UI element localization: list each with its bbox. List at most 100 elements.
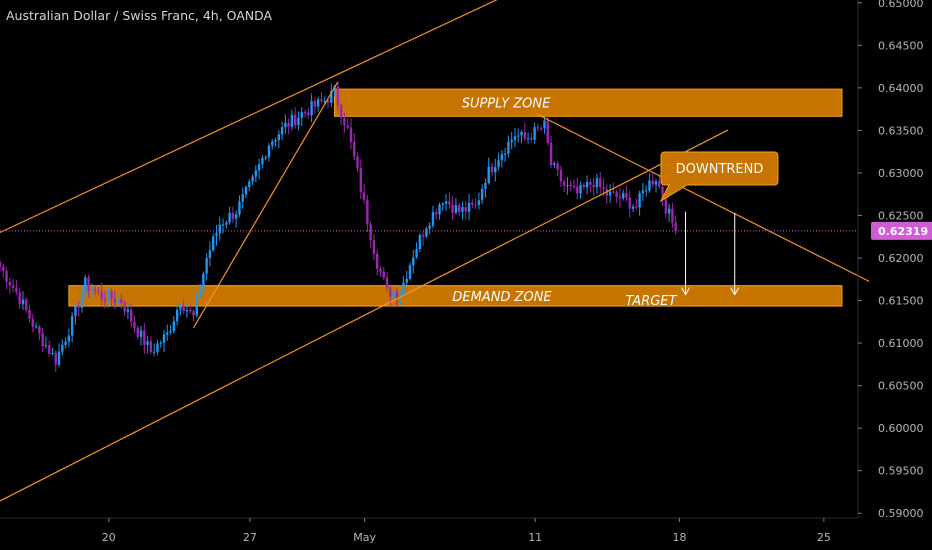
candle [261,155,264,169]
candle [2,263,5,278]
candle [192,309,195,321]
candle [34,322,38,329]
candle-body [195,296,198,316]
price-tick-label: 0.64000 [878,82,924,95]
candle-body [320,99,323,102]
candle [103,291,107,309]
candle [310,93,313,123]
candle [297,111,300,131]
downtrend-line[interactable] [537,114,870,282]
candle-body [569,185,572,187]
candle [15,279,18,296]
candle-body [661,186,664,200]
candle [307,107,310,119]
candle [362,183,366,205]
candle [11,279,15,293]
price-axis[interactable]: 0.59000 0.59500 0.60000 0.60500 0.61000 0.615… [857,0,924,520]
candle-body [274,140,277,142]
candle-body [556,163,559,170]
downtrend-callout[interactable]: DOWNTREND [659,151,779,203]
candle [385,271,389,291]
candle [54,350,57,373]
chart-title: Australian Dollar / Swiss Franc, 4h, OAN… [6,8,273,23]
candle-body [90,289,94,291]
demand-zone-box[interactable] [68,285,843,307]
candle-body [444,201,448,204]
candle [372,234,376,260]
candle [93,285,97,295]
candle [149,336,153,355]
candle [133,315,136,333]
candle [90,283,94,300]
candle-body [93,289,97,291]
candle [589,178,592,193]
candle [51,348,54,356]
target-arrow[interactable] [681,211,690,296]
target-arrow[interactable] [730,212,740,296]
candle [674,215,677,236]
candle-body [576,186,579,194]
candle-body [41,333,44,347]
candle-body [674,222,677,231]
candle-body [267,145,271,158]
candle-body [205,258,208,274]
candle [271,139,274,150]
candle-body [0,262,2,267]
candle [97,286,100,295]
candle-body [189,310,192,312]
time-tick-label: 20 [102,531,116,544]
supply-zone-box[interactable] [334,88,843,117]
candle-body [480,189,484,201]
candle [202,271,205,295]
candle-body [100,291,103,300]
candle-body [248,181,251,187]
candle-body [87,277,90,291]
candle-body [641,190,645,194]
candle-body [307,112,310,116]
candle-body [405,278,408,283]
candle-body [169,331,172,333]
candle [490,162,494,177]
candle [80,286,84,313]
candle-body [297,117,300,126]
candle [412,249,415,274]
candle [641,182,645,202]
candle [448,192,451,209]
candle [172,316,176,334]
channel-upper-line[interactable] [0,0,499,234]
candle-body [74,305,77,316]
candle-body [520,131,523,136]
candle [438,202,441,220]
candle [156,339,159,356]
time-axis[interactable]: 20 27 May 11 18 25 [0,517,858,544]
candle-body [543,120,546,129]
channel-lower-line[interactable] [0,129,729,502]
candle [336,81,340,111]
candle-body [389,287,392,297]
candle-body [179,306,182,310]
candle [280,121,284,141]
candle-body [152,351,156,353]
candle [566,176,569,195]
candle [254,164,258,183]
candle-body [84,277,87,294]
candle [664,196,668,218]
candle-body [431,212,435,226]
candle-body [80,293,84,308]
candle-body [477,200,481,206]
rally-trendline[interactable] [193,81,339,329]
candle-body [517,135,520,137]
candle-body [277,134,280,141]
price-tick-label: 0.62500 [878,209,924,222]
candle-body [294,114,297,126]
candle-body [579,184,582,194]
candle [313,97,317,114]
candle-body [585,182,589,188]
candle [513,128,517,148]
candle-body [2,266,5,271]
candle-body [156,343,159,352]
candle-body [70,315,74,336]
candle [618,187,622,208]
